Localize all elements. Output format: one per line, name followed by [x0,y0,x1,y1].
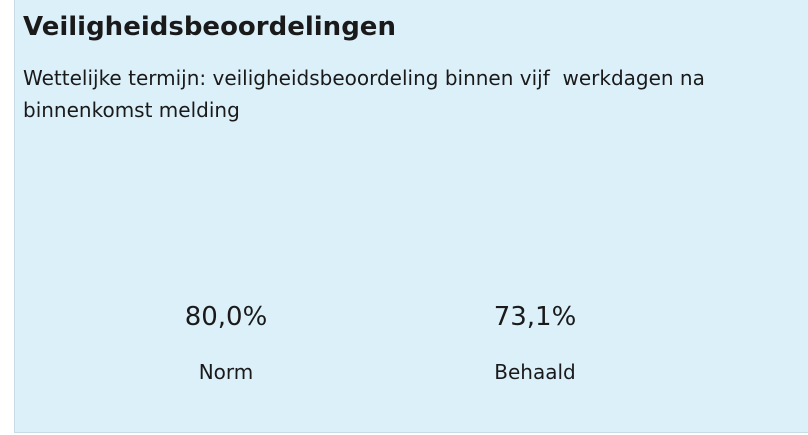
kpi-label: Norm [198,360,254,384]
kpi-value: 73,1% [493,302,577,332]
kpi-label: Behaald [494,360,576,384]
kpi-value: 80,0% [184,302,268,332]
title: Veiligheidsbeoordelingen [23,12,396,42]
subtitle: Wettelijke termijn: veiligheidsbeoordeli… [23,66,712,122]
card: Veiligheidsbeoordelingen Wettelijke term… [14,0,808,433]
